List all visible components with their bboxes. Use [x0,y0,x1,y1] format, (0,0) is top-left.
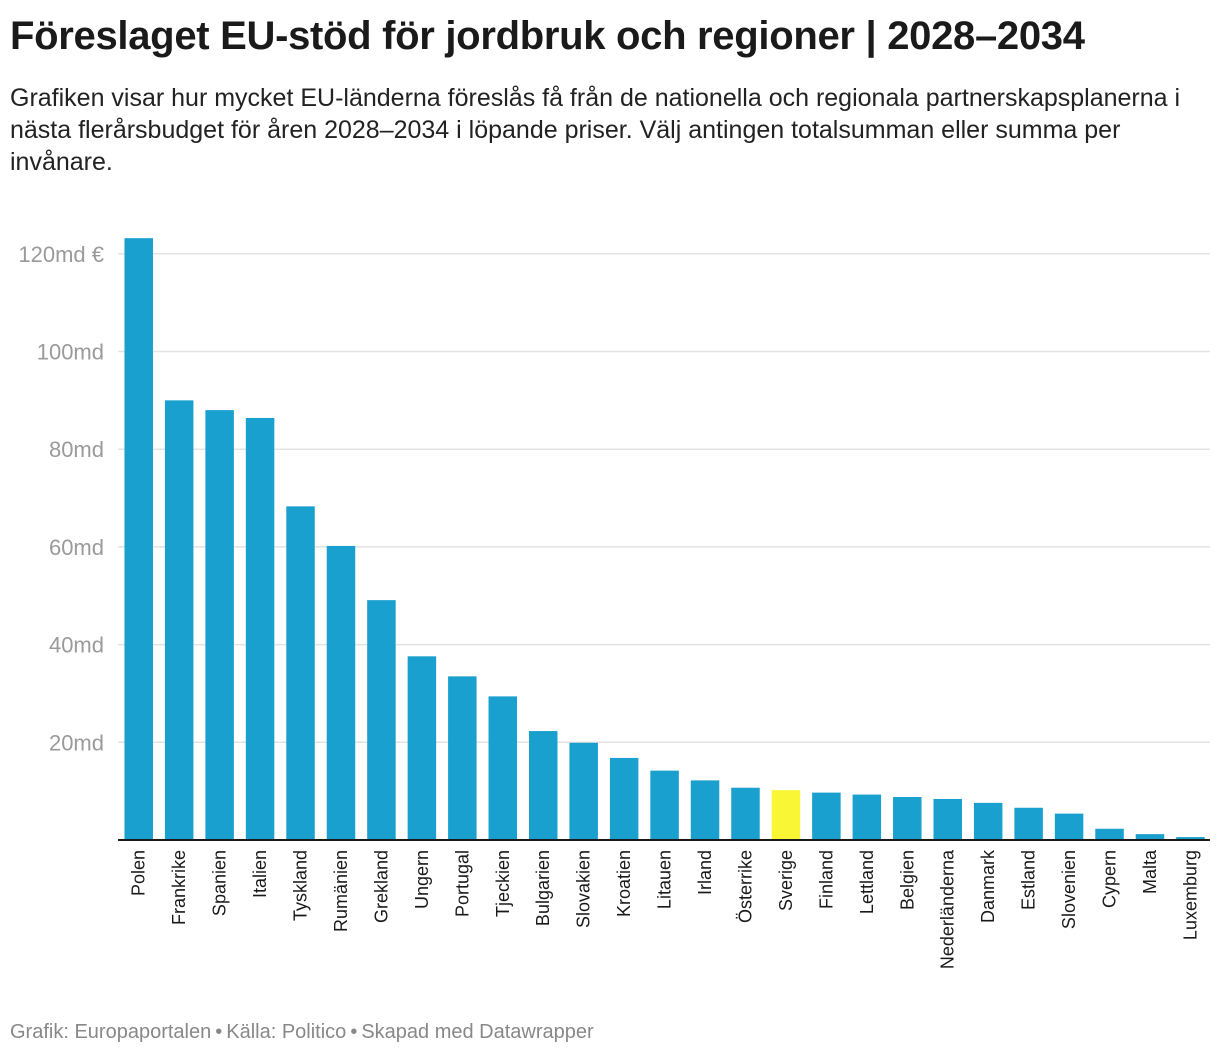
x-tick-label: Ungern [412,850,432,909]
bar-danmark[interactable] [973,802,1003,840]
x-tick-label: Kroatien [614,850,634,917]
y-tick-label: 100md [37,340,104,365]
bar-rumänien[interactable] [326,545,356,840]
y-tick-label: 80md [49,437,104,462]
x-tick-label: Rumänien [331,850,351,932]
x-tick-label: Spanien [210,850,230,916]
bar-cypern[interactable] [1095,828,1124,840]
bar-tjeckien[interactable] [488,696,518,840]
y-tick-label: 60md [49,535,104,560]
y-tick-labels: 20md 40md 60md 80md 100md 120md € [18,242,104,755]
y-tick-label: 120md € [18,242,104,267]
bar-finland[interactable] [812,792,841,840]
x-tick-label: Luxemburg [1180,850,1200,940]
x-tick-label: Nederländerna [938,849,958,969]
x-tick-label: Litauen [655,850,675,909]
x-tick-label: Lettland [857,850,877,914]
bar-bulgarien[interactable] [528,731,558,840]
x-tick-label: Bulgarien [533,850,553,926]
bar-belgien[interactable] [893,797,922,840]
x-tick-label: Estland [1019,850,1039,910]
bar-italien[interactable] [245,417,275,840]
bar-österrike[interactable] [731,787,760,840]
x-tick-label: Finland [816,850,836,909]
bar-frankrike[interactable] [164,400,194,840]
bar-slovakien[interactable] [569,742,598,840]
x-tick-label: Tjeckien [493,850,513,917]
x-tick-label: Tyskland [291,850,311,921]
y-tick-label: 20md [49,730,104,755]
footer-separator: • [350,1021,358,1043]
bar-tyskland[interactable] [286,506,315,840]
bar-luxemburg[interactable] [1176,837,1205,840]
x-tick-label: Grekland [371,850,391,923]
chart-title: Föreslaget EU-stöd för jordbruk och regi… [10,14,1085,58]
footer-separator: • [215,1021,223,1043]
x-tick-labels: Polen Frankrike Spanien Italien Tyskland Rumä… [129,849,1201,969]
footer-source: Källa: Politico [226,1021,347,1043]
bar-chart: 20md 40md 60md 80md 100md 120md € Polen Frankr… [18,238,1210,969]
y-tick-label: 40md [49,633,104,658]
bar-grekland[interactable] [367,600,396,840]
footer-made-with: Skapad med Datawrapper [361,1021,594,1043]
x-tick-label: Malta [1140,849,1160,894]
footer: Grafik: Europaportalen • Källa: Politico • S… [10,1021,594,1044]
x-tick-label: Frankrike [169,850,189,925]
x-tick-label: Sverige [776,850,796,911]
bar-lettland[interactable] [852,794,882,840]
x-tick-label: Polen [129,850,149,896]
bar-estland[interactable] [1014,807,1043,840]
bar-irland[interactable] [690,780,720,840]
footer-credit: Grafik: Europaportalen [10,1021,212,1043]
x-tick-label: Italien [250,850,270,898]
x-tick-label: Slovenien [1059,850,1079,929]
gridlines [118,253,1210,744]
bar-slovenien[interactable] [1054,813,1084,840]
bar-litauen[interactable] [650,770,679,840]
bar-malta[interactable] [1135,834,1165,840]
bar-portugal[interactable] [448,676,477,840]
bar-spanien[interactable] [205,410,234,840]
x-tick-label: Belgien [897,850,917,910]
chart-subtitle: Grafiken visar hur mycket EU-länderna fö… [10,84,1181,176]
x-tick-label: Österrike [735,850,755,923]
bar-nederländerna[interactable] [933,798,962,840]
x-tick-label: Irland [695,850,715,895]
bars [124,238,1205,841]
bar-ungern[interactable] [407,656,437,840]
bar-sverige[interactable] [771,790,801,840]
bar-kroatien[interactable] [609,757,639,840]
x-tick-label: Portugal [452,850,472,917]
bar-polen[interactable] [124,238,153,841]
x-tick-label: Cypern [1100,850,1120,908]
x-tick-label: Slovakien [574,850,594,928]
x-tick-label: Danmark [978,849,998,923]
